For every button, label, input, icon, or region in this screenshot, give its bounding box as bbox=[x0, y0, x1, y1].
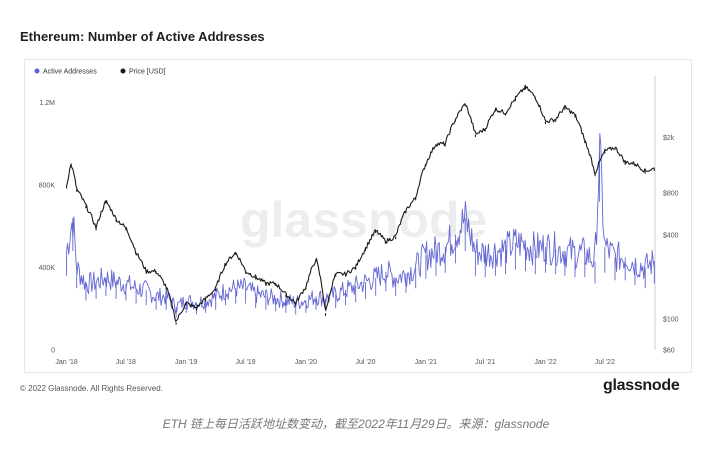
legend-label: Price [USD] bbox=[129, 69, 166, 76]
left-tick-label: 400K bbox=[39, 265, 56, 272]
x-axis: Jan '18 Jul '18 Jan '19 Jul '19 Jan '20 Jul '… bbox=[55, 359, 615, 366]
right-tick-label: $60 bbox=[663, 348, 675, 355]
price-line bbox=[66, 84, 655, 325]
right-tick-label: $800 bbox=[663, 191, 679, 198]
right-tick-label: $100 bbox=[663, 317, 679, 324]
x-tick-label: Jul '21 bbox=[475, 359, 495, 366]
legend-label: Active Addresses bbox=[43, 69, 97, 76]
x-tick-label: Jan '22 bbox=[534, 359, 556, 366]
chart-canvas: glassnode Active Addresses Price [USD] 0 4… bbox=[34, 68, 679, 366]
x-tick-label: Jul '22 bbox=[595, 359, 615, 366]
left-tick-label: 800K bbox=[39, 183, 56, 190]
chart-frame: glassnode Active Addresses Price [USD] 0 4… bbox=[24, 59, 692, 373]
x-tick-label: Jul '18 bbox=[116, 359, 136, 366]
right-tick-label: $2k bbox=[663, 135, 675, 142]
watermark: glassnode bbox=[240, 192, 487, 248]
legend[interactable]: Active Addresses Price [USD] bbox=[34, 68, 166, 76]
figure-caption: ETH 链上每日活跃地址数变动，截至2022年11月29日。来源：glassno… bbox=[162, 417, 550, 431]
right-tick-label: $400 bbox=[663, 233, 679, 240]
legend-swatch bbox=[120, 68, 126, 74]
glassnode-logo: glassnode bbox=[603, 377, 680, 394]
left-axis: 0 400K 800K 1.2M bbox=[39, 100, 56, 354]
x-tick-label: Jan '18 bbox=[55, 359, 77, 366]
right-axis: $60 $100 $400 $800 $2k bbox=[654, 76, 679, 355]
copyright-text: © 2022 Glassnode. All Rights Reserved. bbox=[20, 384, 163, 393]
x-tick-label: Jan '19 bbox=[175, 359, 197, 366]
left-tick-label: 1.2M bbox=[39, 100, 55, 107]
left-tick-label: 0 bbox=[51, 348, 55, 355]
series-layer bbox=[66, 84, 655, 325]
x-tick-label: Jan '21 bbox=[415, 359, 437, 366]
x-tick-label: Jul '19 bbox=[236, 359, 256, 366]
legend-swatch bbox=[34, 68, 40, 74]
chart-title: Ethereum: Number of Active Addresses bbox=[20, 29, 265, 44]
x-tick-label: Jan '20 bbox=[295, 359, 317, 366]
active-addresses-line bbox=[66, 132, 655, 318]
x-tick-label: Jul '20 bbox=[356, 359, 376, 366]
